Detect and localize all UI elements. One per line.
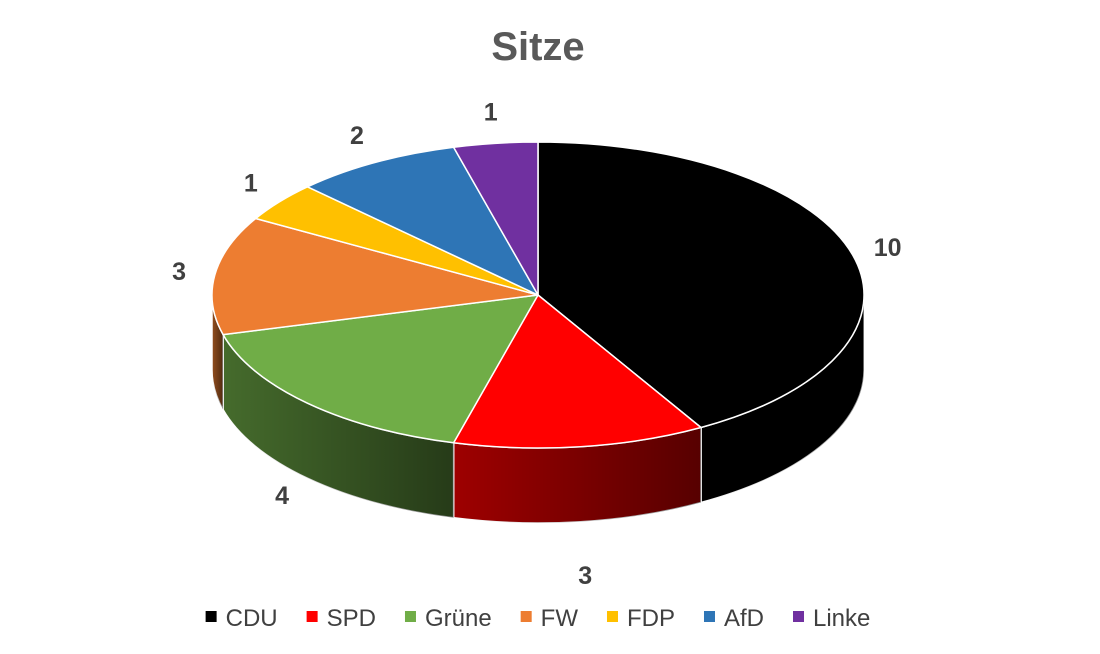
pie-slices — [211, 141, 865, 449]
legend-swatch-cdu — [205, 611, 217, 622]
legend-item-grune[interactable]: Grüne — [404, 605, 492, 632]
legend-label-grune: Grüne — [425, 605, 492, 632]
slice-spd[interactable] — [452, 294, 702, 449]
legend-item-spd[interactable]: SPD — [306, 605, 376, 632]
side-cdu-shade — [701, 295, 864, 503]
pie-sides — [211, 294, 865, 524]
side-fw-shade — [212, 295, 224, 410]
chart-title: Sitze — [491, 25, 584, 69]
legend-swatch-grune — [404, 611, 416, 622]
slice-grune[interactable] — [222, 294, 539, 444]
legend-item-fdp[interactable]: FDP — [606, 605, 675, 632]
legend-item-afd[interactable]: AfD — [703, 605, 764, 632]
data-label-afd: 2 — [350, 122, 364, 150]
data-label-linke: 1 — [484, 99, 498, 127]
slice-afd[interactable] — [306, 146, 539, 296]
slice-cdu[interactable] — [537, 141, 865, 429]
data-label-spd: 3 — [578, 562, 592, 590]
data-label-fdp: 1 — [244, 169, 258, 197]
legend-label-linke: Linke — [813, 605, 870, 632]
data-label-cdu: 10 — [874, 234, 902, 262]
legend-item-cdu[interactable]: CDU — [205, 605, 278, 632]
legend-label-fw: FW — [541, 605, 579, 632]
legend-swatch-linke — [793, 611, 805, 622]
side-spd-shade — [453, 427, 701, 523]
data-label-fw: 3 — [172, 258, 186, 286]
data-label-grune: 4 — [275, 482, 289, 510]
legend-swatch-fw — [520, 611, 532, 622]
legend-item-linke[interactable]: Linke — [793, 605, 870, 632]
legend-swatch-spd — [306, 611, 318, 622]
legend-swatch-afd — [703, 611, 715, 622]
slice-fw[interactable] — [211, 217, 539, 336]
legend-label-spd: SPD — [327, 605, 376, 632]
legend-swatch-fdp — [606, 611, 618, 622]
data-labels: 10 3 4 3 1 2 1 — [172, 99, 901, 591]
slice-linke[interactable] — [452, 141, 539, 296]
legend-item-fw[interactable]: FW — [520, 605, 579, 632]
legend-label-cdu: CDU — [226, 605, 278, 632]
legend[interactable]: CDU SPD Grüne FW FDP AfD Linke — [205, 605, 871, 632]
side-grune-shade — [223, 334, 454, 518]
legend-label-afd: AfD — [724, 605, 764, 632]
legend-label-fdp: FDP — [627, 605, 675, 632]
